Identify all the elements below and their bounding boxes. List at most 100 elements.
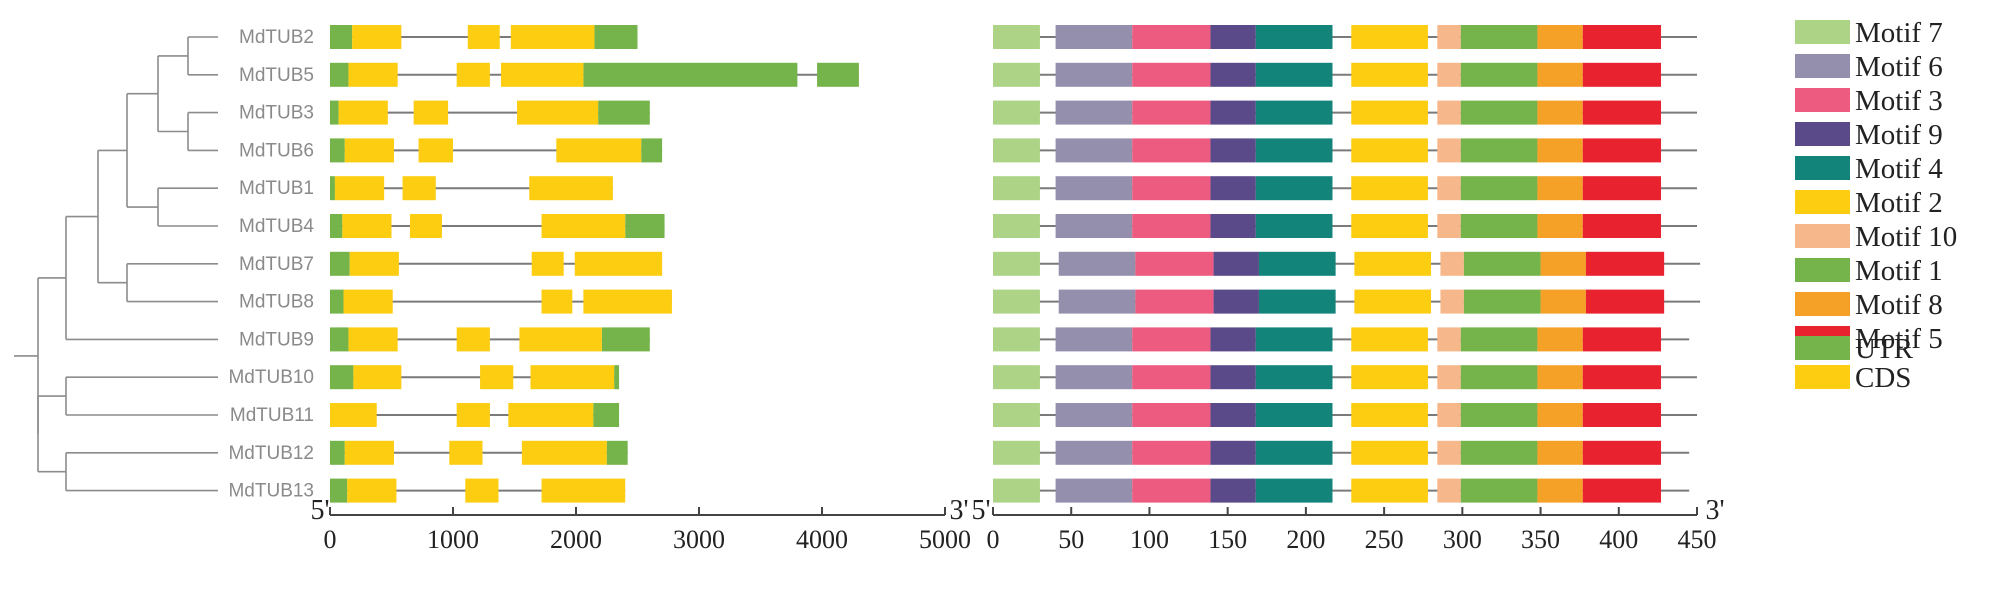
motif-box-motif-4 — [1255, 138, 1333, 163]
cds-segment — [330, 403, 377, 427]
motif-box-motif-6 — [1055, 440, 1133, 465]
motif-box-motif-9 — [1210, 403, 1256, 427]
motif-box-motif-7 — [993, 100, 1040, 125]
gene-row-MdTUB2 — [330, 25, 638, 49]
utr-segment — [625, 214, 665, 238]
motif-box-motif-9 — [1213, 251, 1259, 276]
legend-swatch-motif-9 — [1795, 122, 1850, 146]
motif-box-motif-6 — [1058, 251, 1136, 276]
utr-segment — [641, 138, 663, 163]
cds-segment — [467, 25, 500, 49]
motif-box-motif-3 — [1132, 176, 1211, 201]
motif-box-motif-7 — [993, 214, 1040, 238]
gene-row-MdTUB12 — [330, 440, 628, 465]
motif-row-MdTUB9 — [993, 327, 1690, 352]
motif-row-MdTUB7 — [993, 251, 1701, 276]
motif-box-motif-2 — [1351, 440, 1428, 465]
motif-box-motif-10 — [1437, 100, 1461, 125]
motif-box-motif-10 — [1440, 251, 1464, 276]
motif-box-motif-1 — [1460, 440, 1538, 465]
gene-structure-axis: 0 1000 2000 3000 4000 5000 5' 3' — [310, 495, 971, 554]
motif-box-motif-6 — [1055, 25, 1133, 49]
cds-segment — [531, 251, 564, 276]
motif-box-motif-1 — [1460, 25, 1538, 49]
cds-segment — [530, 365, 615, 390]
gene-row-MdTUB4 — [330, 214, 665, 238]
motif-box-motif-9 — [1210, 214, 1256, 238]
legend-label-motif-1: Motif 1 — [1855, 255, 1943, 287]
motif-box-motif-4 — [1258, 251, 1336, 276]
gene-labels: MdTUB2 MdTUB5 MdTUB3 MdTUB6 MdTUB1 MdTUB4 MdTU… — [228, 27, 314, 502]
motif-box-motif-8 — [1537, 214, 1583, 238]
motif-box-motif-8 — [1537, 365, 1583, 390]
motif-box-motif-5 — [1582, 100, 1662, 125]
gene-row-MdTUB13 — [330, 478, 626, 503]
motif-box-motif-1 — [1460, 365, 1538, 390]
gene-label-MdTUB10: MdTUB10 — [228, 367, 314, 388]
motif-box-motif-2 — [1354, 289, 1432, 314]
cds-segment — [541, 214, 626, 238]
motif-box-motif-10 — [1437, 478, 1461, 503]
legend-swatch-motif-3 — [1795, 88, 1850, 112]
motif-box-motif-6 — [1055, 100, 1133, 125]
gene-label-MdTUB4: MdTUB4 — [239, 216, 314, 237]
motif-row-MdTUB11 — [993, 403, 1697, 427]
axis-tick-label: 1000 — [427, 525, 479, 554]
motif-box-motif-4 — [1255, 478, 1333, 503]
motif-box-motif-8 — [1537, 62, 1583, 87]
gene-label-MdTUB8: MdTUB8 — [239, 292, 314, 313]
motif-box-motif-1 — [1460, 100, 1538, 125]
motif-box-motif-6 — [1055, 214, 1133, 238]
motif-box-motif-9 — [1210, 100, 1256, 125]
utr-segment — [330, 25, 353, 49]
cds-segment — [334, 176, 385, 201]
axis-tick-label: 400 — [1599, 525, 1638, 554]
cds-segment — [353, 365, 402, 390]
cds-segment — [500, 62, 584, 87]
motif-box-motif-4 — [1255, 25, 1333, 49]
axis-tick-label: 150 — [1208, 525, 1247, 554]
motif-box-motif-8 — [1537, 440, 1583, 465]
motif-row-MdTUB6 — [993, 138, 1697, 163]
five-prime-label: 5' — [310, 495, 329, 526]
legend-swatch-motif-6 — [1795, 54, 1850, 78]
motif-box-motif-9 — [1210, 327, 1256, 352]
motif-box-motif-9 — [1213, 289, 1259, 314]
legend-label-motif-2: Motif 2 — [1855, 187, 1943, 219]
utr-segment — [330, 327, 349, 352]
legend-swatch-motif-10 — [1795, 224, 1850, 248]
motif-box-motif-6 — [1055, 138, 1133, 163]
axis-tick-label: 0 — [324, 525, 337, 554]
motif-box-motif-10 — [1437, 138, 1461, 163]
utr-segment — [601, 327, 650, 352]
axis-tick-label: 3000 — [673, 525, 725, 554]
motif-box-motif-7 — [993, 440, 1040, 465]
motif-box-motif-6 — [1055, 403, 1133, 427]
motif-box-motif-2 — [1351, 62, 1428, 87]
gene-row-MdTUB1 — [330, 176, 613, 201]
gene-row-MdTUB10 — [330, 365, 620, 390]
utr-segment — [330, 62, 349, 87]
legend-label-utr: UTR — [1855, 333, 1914, 365]
motif-row-MdTUB1 — [993, 176, 1697, 201]
motif-box-motif-1 — [1460, 214, 1538, 238]
utr-segment — [594, 25, 638, 49]
legend-label-cds: CDS — [1855, 362, 1911, 394]
cds-segment — [574, 251, 663, 276]
motif-box-motif-10 — [1437, 176, 1461, 201]
gene-label-MdTUB5: MdTUB5 — [239, 65, 314, 86]
motif-box-motif-2 — [1351, 214, 1428, 238]
legend-label-motif-4: Motif 4 — [1855, 153, 1943, 185]
legend-label-motif-5: Motif 5 — [1855, 323, 1943, 355]
motif-box-motif-5 — [1582, 365, 1662, 390]
legend-swatch-cds — [1795, 365, 1850, 389]
motif-row-MdTUB3 — [993, 100, 1697, 125]
motif-box-motif-3 — [1132, 478, 1211, 503]
gene-structure-panel — [330, 25, 859, 503]
motif-box-motif-3 — [1132, 62, 1211, 87]
gene-row-MdTUB7 — [330, 251, 663, 276]
motif-box-motif-2 — [1351, 403, 1428, 427]
motif-box-motif-2 — [1354, 251, 1432, 276]
motif-box-motif-2 — [1351, 176, 1428, 201]
